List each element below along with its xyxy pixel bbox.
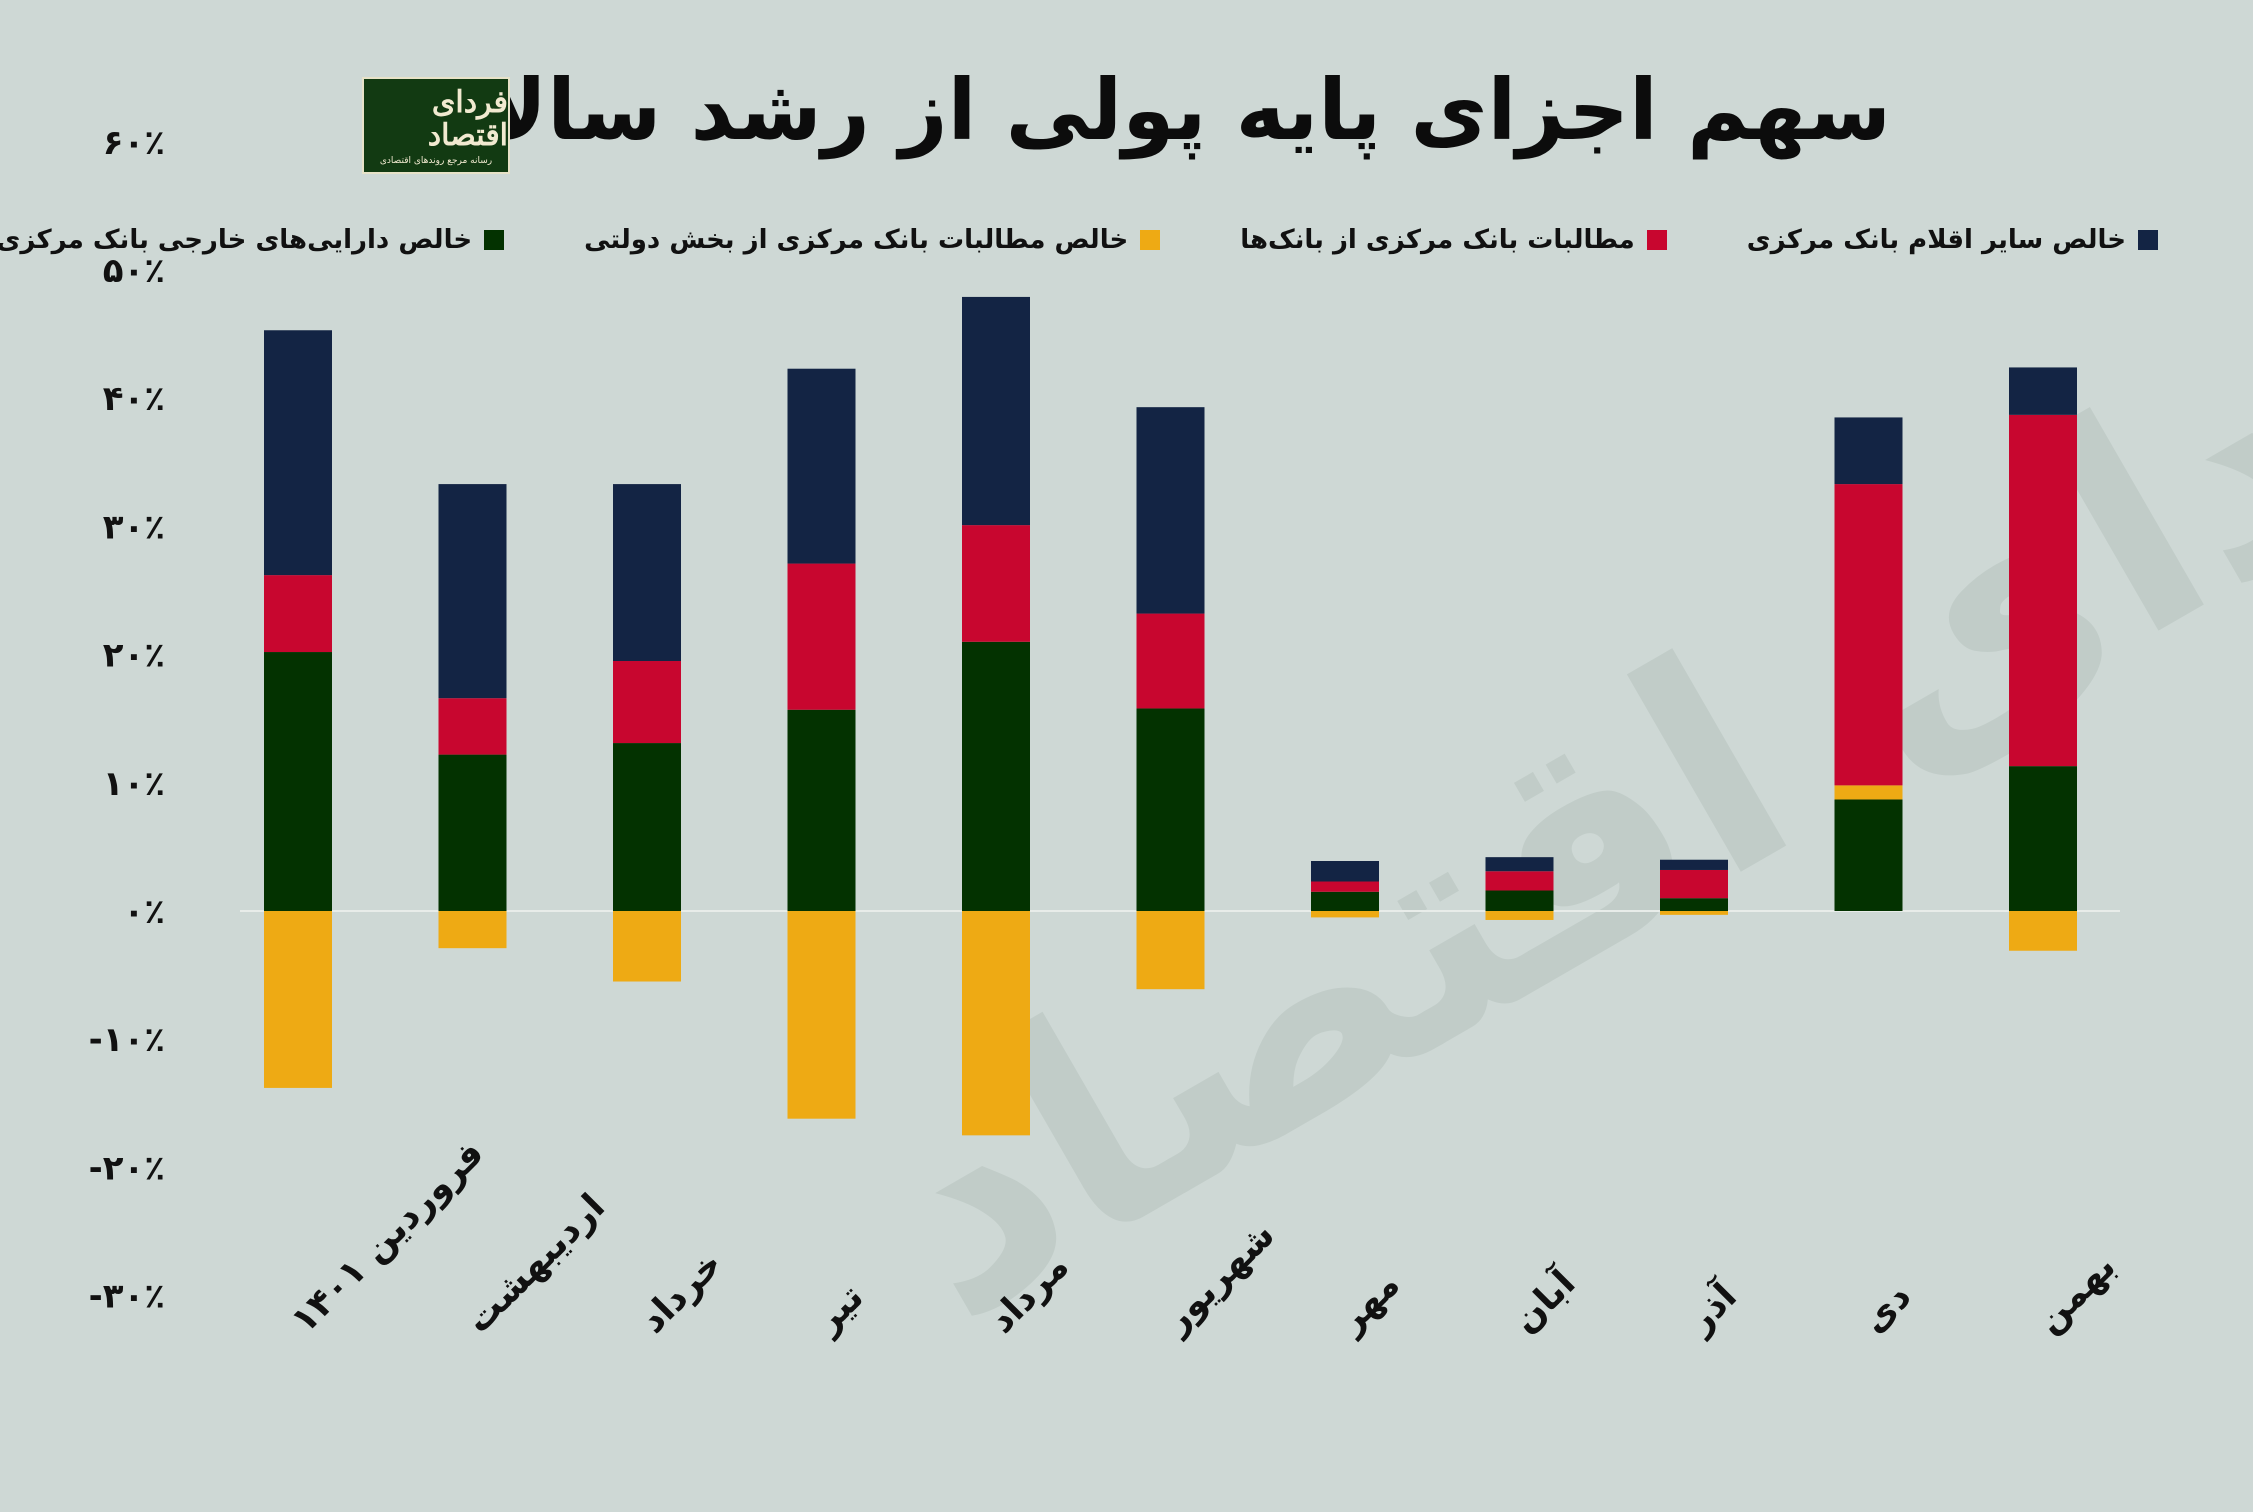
bar-segment bbox=[1136, 911, 1205, 990]
bar-segment bbox=[1136, 613, 1205, 709]
bar-segment bbox=[438, 911, 507, 949]
bar-segment bbox=[1485, 911, 1554, 920]
bar-segment bbox=[438, 698, 507, 755]
bar-segment bbox=[962, 296, 1030, 526]
legend-item-claims-on-banks: مطالبات بانک مرکزی از بانک‌ها bbox=[1240, 225, 1667, 255]
legend-swatch bbox=[1140, 230, 1161, 250]
bar-segment bbox=[1834, 484, 1903, 786]
bar-segment bbox=[2009, 766, 2077, 911]
bar-segment bbox=[613, 484, 681, 662]
x-tick-label: تیر bbox=[805, 1277, 871, 1343]
y-tick-label: -۳۰٪ bbox=[89, 1277, 165, 1317]
bar-segment bbox=[2009, 911, 2077, 951]
x-tick-label: مرداد bbox=[981, 1246, 1076, 1341]
legend-swatch bbox=[1646, 230, 1667, 250]
bar-segment bbox=[438, 754, 507, 911]
logo-subtitle: رسانه مرجع روندهای اقتصادی bbox=[379, 155, 493, 166]
bar-segment bbox=[787, 709, 856, 911]
bar-segment bbox=[613, 911, 681, 982]
bar-segment bbox=[962, 641, 1030, 911]
bar-segment bbox=[787, 563, 856, 710]
legend-swatch bbox=[2138, 230, 2158, 250]
legend-label: مطالبات بانک مرکزی از بانک‌ها bbox=[1240, 225, 1635, 255]
bar-segment bbox=[613, 743, 681, 911]
logo-text: فردای اقتصاد bbox=[427, 84, 508, 153]
y-tick-label: ۲۰٪ bbox=[103, 636, 165, 676]
x-tick-label: اردیبهشت bbox=[458, 1186, 613, 1341]
bar-segment bbox=[962, 525, 1030, 642]
y-tick-label: ۰٪ bbox=[123, 892, 165, 932]
bar-segment bbox=[1834, 417, 1903, 485]
legend-swatch bbox=[484, 230, 505, 250]
bar-segment bbox=[1660, 869, 1728, 899]
legend-item-claims-on-government: خالص مطالبات بانک مرکزی از بخش دولتی bbox=[584, 225, 1161, 255]
bar-segment bbox=[1485, 857, 1554, 872]
bar-segment bbox=[1311, 911, 1379, 918]
bar-segment bbox=[1660, 898, 1728, 911]
x-tick-label: خرداد bbox=[632, 1243, 730, 1341]
legend-label: خالص دارایی‌های خارجی بانک مرکزی bbox=[0, 225, 473, 255]
y-tick-label: ۵۰٪ bbox=[103, 251, 165, 291]
bar-segment bbox=[1311, 891, 1379, 911]
y-tick-label: -۱۰٪ bbox=[89, 1020, 165, 1060]
bar-segment bbox=[2009, 367, 2077, 415]
bar-segment bbox=[264, 652, 332, 911]
bar-segment bbox=[264, 911, 332, 1088]
bar-segment bbox=[264, 330, 332, 576]
bar-segment bbox=[1485, 871, 1554, 891]
x-tick-label: آبان bbox=[1503, 1260, 1585, 1342]
legend: خالص سایر اقلام بانک مرکزی مطالبات بانک … bbox=[0, 225, 2158, 255]
bar-segment bbox=[1660, 859, 1728, 870]
legend-label: خالص سایر اقلام بانک مرکزی bbox=[1746, 225, 2126, 255]
y-tick-label: ۶۰٪ bbox=[103, 123, 165, 163]
bar-segment bbox=[1311, 881, 1379, 892]
x-tick-label: مهر bbox=[1329, 1264, 1408, 1343]
bar-segment bbox=[264, 575, 332, 653]
bar-segment bbox=[613, 661, 681, 744]
bar-segment bbox=[962, 911, 1030, 1136]
x-tick-label: دی bbox=[1854, 1276, 1919, 1341]
bar-segment bbox=[1136, 407, 1205, 614]
x-tick-label: شهریور bbox=[1154, 1215, 1282, 1343]
legend-item-other-items: خالص سایر اقلام بانک مرکزی bbox=[1747, 225, 2158, 255]
legend-label: خالص مطالبات بانک مرکزی از بخش دولتی bbox=[584, 225, 1129, 255]
bar-segment bbox=[438, 484, 507, 699]
y-tick-label: ۱۰٪ bbox=[103, 764, 165, 804]
y-tick-label: -۲۰٪ bbox=[89, 1148, 165, 1188]
x-tick-label: بهمن bbox=[2028, 1246, 2123, 1341]
bar-segment bbox=[1136, 708, 1205, 911]
brand-logo: فردای اقتصاد رسانه مرجع روندهای اقتصادی bbox=[362, 77, 510, 174]
bar-segment bbox=[1485, 890, 1554, 911]
bar-segment bbox=[1311, 861, 1379, 882]
bar-segment bbox=[2009, 414, 2077, 767]
bar-segment bbox=[787, 368, 856, 564]
y-tick-label: ۳۰٪ bbox=[103, 507, 165, 547]
x-tick-label: آذر bbox=[1676, 1273, 1746, 1343]
y-tick-label: ۴۰٪ bbox=[103, 379, 165, 419]
bar-segment bbox=[1660, 911, 1728, 915]
chart-title: سهم اجزای پایه پولی از رشد سالانه bbox=[402, 61, 1891, 159]
legend-item-foreign-assets: خالص دارایی‌های خارجی بانک مرکزی bbox=[0, 225, 505, 255]
bar-segment bbox=[1834, 799, 1903, 911]
bar-segment bbox=[787, 911, 856, 1119]
bar-segment bbox=[1834, 785, 1903, 800]
